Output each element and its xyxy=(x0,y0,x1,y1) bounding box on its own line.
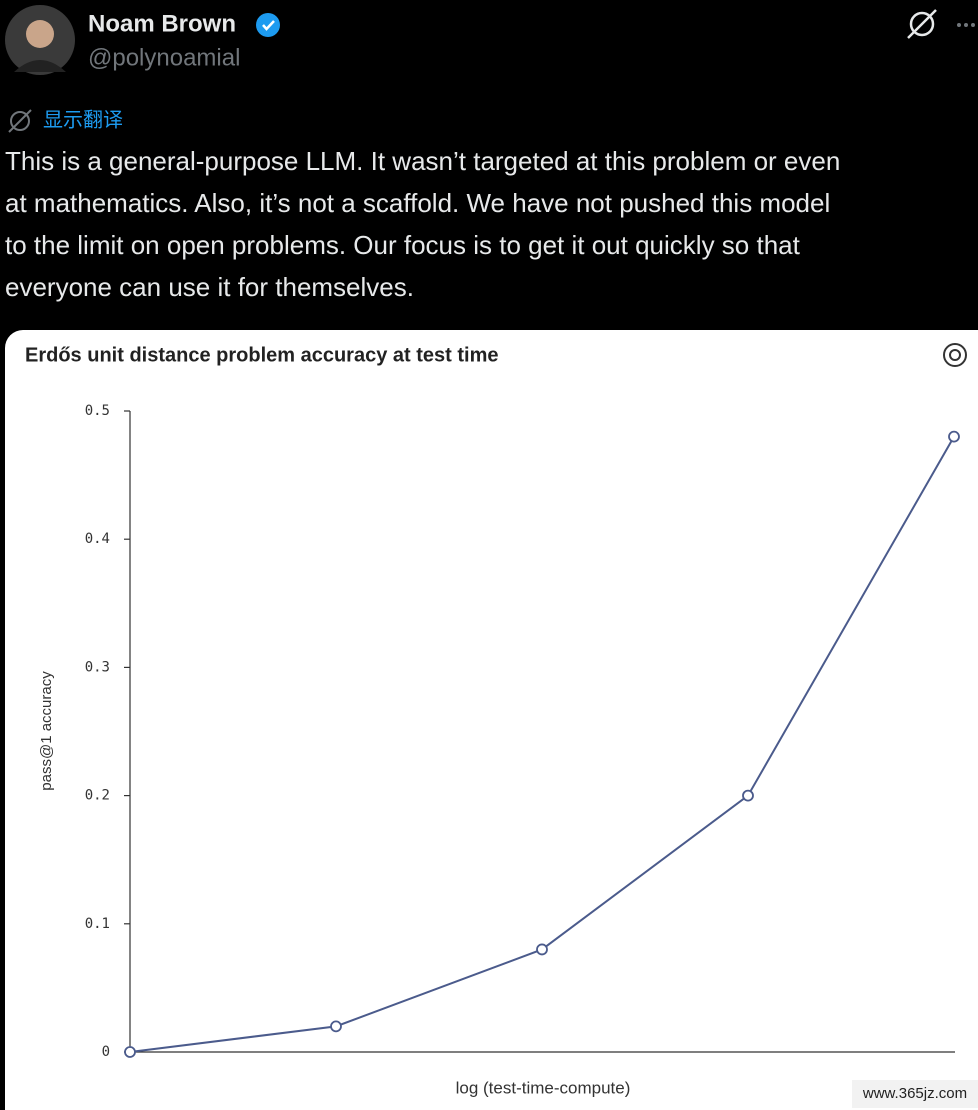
point xyxy=(536,943,548,956)
tweet-text: at mathematics. Also, it’s not a scaffol… xyxy=(5,188,830,218)
openai-logo xyxy=(943,343,967,367)
author-name[interactable]: Noam Brown xyxy=(88,10,236,37)
y-tick-label: 0.3 xyxy=(85,659,110,675)
translate-icon xyxy=(8,109,32,133)
x-axis-label: log (test-time-compute) xyxy=(456,1078,631,1097)
point xyxy=(330,1020,342,1033)
y-tick-label: 0.1 xyxy=(85,916,110,932)
translate-link[interactable]: 显示翻译 xyxy=(43,108,123,131)
y-tick-label: 0.4 xyxy=(85,531,110,547)
more-icon[interactable] xyxy=(957,23,975,27)
y-axis-label: pass@1 accuracy xyxy=(38,671,55,791)
tweet-text: everyone can use it for themselves. xyxy=(5,272,414,302)
point xyxy=(948,430,960,443)
tweet-text: to the limit on open problems. Our focus… xyxy=(5,230,801,260)
point xyxy=(124,1046,136,1058)
point xyxy=(742,789,754,802)
verified-badge xyxy=(256,13,280,37)
grok-icon[interactable] xyxy=(907,9,937,39)
tweet-text: This is a general-purpose LLM. It wasn’t… xyxy=(5,146,840,176)
avatar-face xyxy=(26,20,54,48)
watermark: www.365jz.com xyxy=(862,1085,967,1102)
y-tick-label: 0.5 xyxy=(85,403,110,419)
author-handle[interactable]: @polynoamial xyxy=(88,44,240,71)
y-tick-label: 0.2 xyxy=(85,788,110,804)
avatar-body xyxy=(14,60,66,72)
watermark-bg xyxy=(852,1080,978,1108)
y-tick-label: 0 xyxy=(102,1044,110,1060)
chart-card[interactable] xyxy=(5,330,978,1110)
chart-title: Erdős unit distance problem accuracy at … xyxy=(25,344,498,366)
